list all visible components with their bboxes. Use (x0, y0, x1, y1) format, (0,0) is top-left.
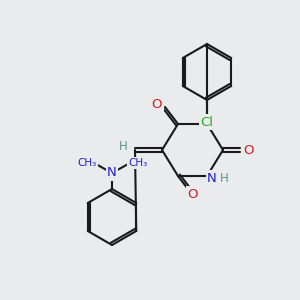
Text: N: N (202, 116, 212, 128)
Text: CH₃: CH₃ (77, 158, 97, 168)
Text: H: H (220, 172, 228, 184)
Text: O: O (188, 188, 198, 200)
Text: O: O (152, 98, 162, 112)
Text: H: H (118, 140, 127, 152)
Text: Cl: Cl (200, 116, 214, 128)
Text: N: N (107, 167, 117, 179)
Text: N: N (207, 172, 217, 184)
Text: O: O (243, 143, 253, 157)
Text: CH₃: CH₃ (128, 158, 148, 168)
